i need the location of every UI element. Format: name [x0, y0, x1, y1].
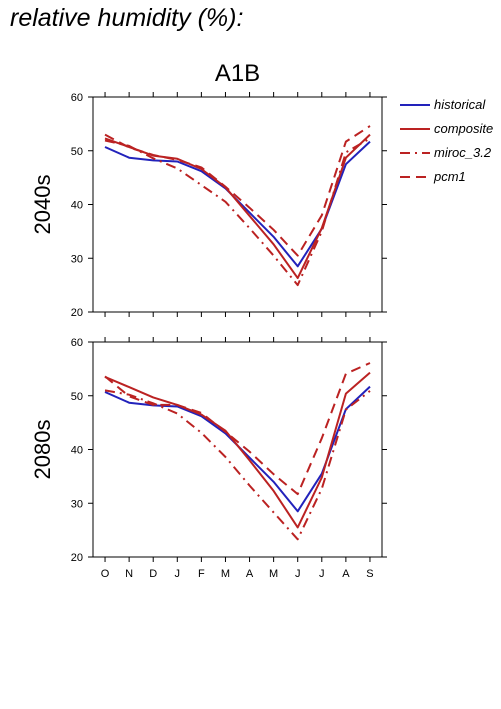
x-tick-label: S [366, 568, 373, 580]
x-tick-label: J [319, 568, 325, 580]
series-line-miroc_3.2 [104, 137, 371, 287]
x-tick-label: M [221, 568, 230, 580]
y-tick-label: 40 [71, 200, 83, 212]
plot-frame [92, 96, 383, 313]
y-tick-label: 60 [71, 337, 83, 349]
y-tick-label: 50 [71, 391, 83, 403]
panel-2080s: 20 30 40 50 60 O N D J F M A M J J A S 2080s [30, 337, 387, 580]
legend-label-composite: composite [434, 121, 493, 136]
x-tick-label: J [295, 568, 301, 580]
y-tick-label: 60 [71, 92, 83, 104]
panel-2040s: 20 30 40 50 60 2040s [30, 92, 387, 319]
legend-label-miroc_3.2: miroc_3.2 [434, 145, 492, 160]
chart-heading: relative humidity (%): [10, 4, 244, 32]
y-tick-label: 30 [71, 253, 83, 265]
x-tick-label: D [149, 568, 157, 580]
legend-label-historical: historical [434, 97, 486, 112]
series-line-miroc_3.2 [104, 389, 371, 541]
y-tick-label: 50 [71, 146, 83, 158]
x-tick-label: A [342, 568, 350, 580]
plot-frame [92, 341, 383, 558]
panel-label: 2080s [30, 420, 55, 480]
series-line-composite [104, 371, 371, 529]
legend: historical composite miroc_3.2 pcm1 [400, 97, 493, 184]
x-tick-label: M [269, 568, 278, 580]
y-tick-label: 20 [71, 552, 83, 564]
x-tick-label: F [198, 568, 205, 580]
x-tick-label: J [175, 568, 181, 580]
y-tick-label: 40 [71, 445, 83, 457]
x-tick-label: O [101, 568, 110, 580]
y-tick-label: 20 [71, 307, 83, 319]
x-tick-label: A [246, 568, 254, 580]
y-tick-label: 30 [71, 498, 83, 510]
chart-subtitle: A1B [215, 60, 260, 87]
series-line-pcm1 [104, 125, 371, 257]
panel-label: 2040s [30, 175, 55, 235]
legend-label-pcm1: pcm1 [433, 169, 466, 184]
series-line-pcm1 [104, 362, 371, 496]
x-tick-label: N [125, 568, 133, 580]
